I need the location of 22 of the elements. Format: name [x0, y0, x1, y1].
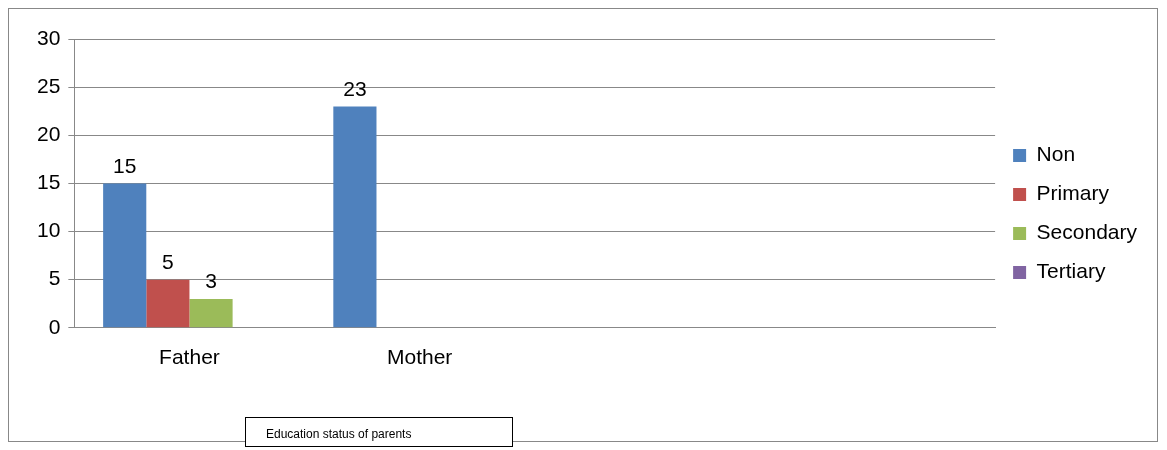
y-tick-label: 15	[37, 170, 61, 194]
text: Education status of parents	[245, 417, 513, 447]
y-tick-label: 25	[37, 73, 61, 97]
legend-label: Primary	[1036, 181, 1110, 205]
data-label: 15	[113, 153, 137, 177]
bar	[333, 106, 377, 328]
y-tick-label: 10	[37, 218, 61, 242]
data-label: 5	[162, 249, 174, 273]
legend-label: Tertiary	[1036, 259, 1106, 283]
x-tick-label: Father	[159, 345, 220, 369]
legend-label: Non	[1036, 142, 1076, 166]
legend-label: Secondary	[1036, 220, 1138, 244]
data-label: 3	[205, 269, 217, 293]
x-tick-label: Mother	[386, 345, 453, 369]
y-tick-label: 0	[48, 314, 61, 338]
bar	[146, 279, 190, 328]
bar	[189, 298, 233, 328]
y-tick-label: 20	[37, 122, 61, 146]
y-tick-label: 30	[37, 25, 61, 49]
data-label: 23	[343, 76, 367, 100]
y-tick-label: 5	[48, 266, 61, 290]
bar	[103, 183, 147, 328]
